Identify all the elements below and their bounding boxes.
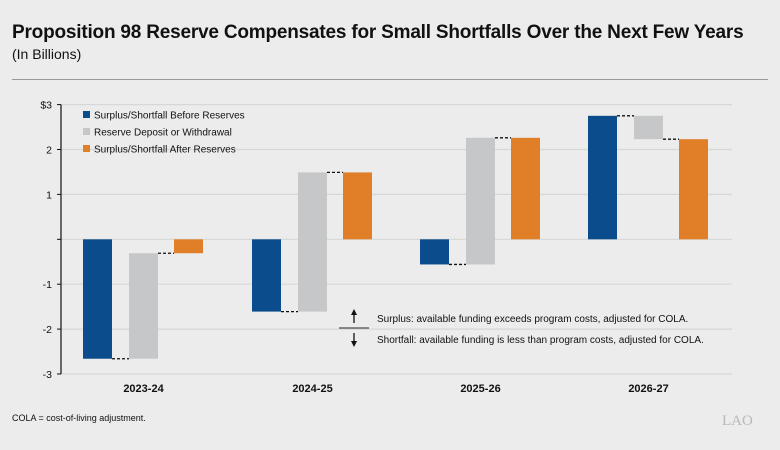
- bar-before: [588, 115, 617, 240]
- category-label: 2025-26: [460, 383, 500, 395]
- y-tick-label: $3: [40, 100, 52, 112]
- y-tick-label: 1: [46, 189, 52, 201]
- y-tick-label: -3: [43, 369, 52, 381]
- bar-reserve: [466, 137, 495, 265]
- surplus-note: Surplus: available funding exceeds progr…: [377, 314, 688, 325]
- chart-subtitle: (In Billions): [12, 46, 82, 62]
- bar-reserve: [129, 253, 158, 359]
- legend-label: Surplus/Shortfall After Reserves: [94, 145, 236, 156]
- legend-label: Reserve Deposit or Withdrawal: [94, 128, 232, 139]
- bar-after: [679, 139, 708, 240]
- category-label: 2024-25: [292, 383, 332, 395]
- bar-after: [511, 137, 540, 240]
- waterfall-chart: $3 2 1 -1 -2 -3 2023-24 2024-25 2025-26 2026-27 Su…: [40, 100, 732, 395]
- bar-after: [174, 239, 203, 254]
- category-label: 2026-27: [628, 383, 668, 395]
- bar-reserve: [634, 115, 663, 140]
- y-tick-label: 2: [46, 145, 52, 157]
- bar-reserve: [298, 172, 327, 312]
- legend-swatch: [83, 128, 90, 135]
- y-tick-label: -1: [43, 279, 52, 291]
- lao-logo: LAO: [722, 413, 753, 429]
- shortfall-note: Shortfall: available funding is less tha…: [377, 335, 704, 346]
- legend-label: Surplus/Shortfall Before Reserves: [94, 111, 245, 122]
- bar-after: [343, 172, 372, 240]
- category-label: 2023-24: [123, 383, 164, 395]
- arrow-up-icon: [351, 309, 357, 315]
- bar-before: [252, 239, 281, 312]
- bar-before: [420, 239, 449, 265]
- arrow-down-icon: [351, 341, 357, 347]
- bar-before: [83, 239, 112, 359]
- footnote: COLA = cost-of-living adjustment.: [12, 413, 146, 423]
- legend-swatch: [83, 111, 90, 118]
- y-tick-label: -2: [43, 324, 52, 336]
- chart-title: Proposition 98 Reserve Compensates for S…: [12, 22, 744, 43]
- legend-swatch: [83, 145, 90, 152]
- title-divider: [12, 79, 768, 80]
